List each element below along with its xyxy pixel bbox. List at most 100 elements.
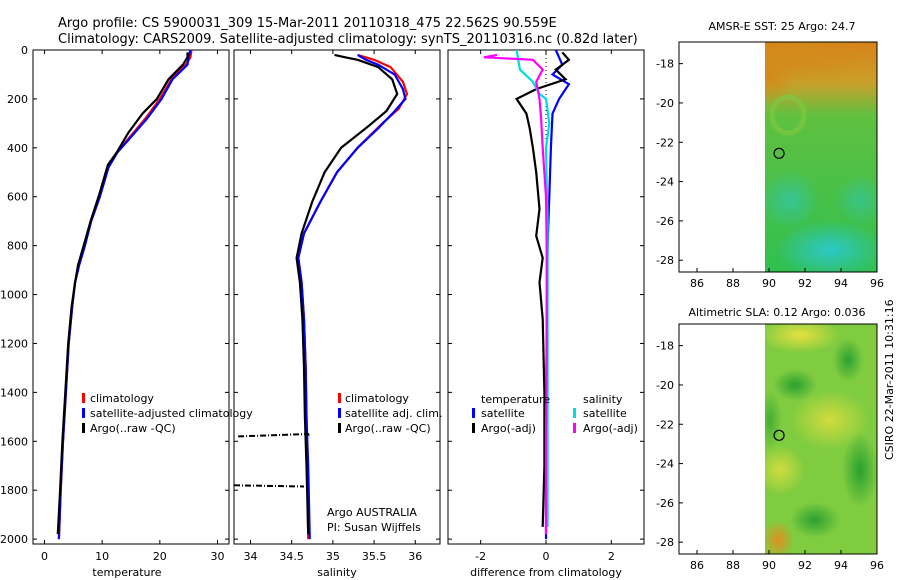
map-x-tick-label: 88 — [726, 277, 740, 290]
x-tick-label: 34 — [243, 550, 257, 563]
salinity-plot: 34 34.5 35 35.5 36 — [233, 49, 440, 563]
legend-swatch-sal-argo — [573, 423, 576, 433]
difference-plot: -2 0 2 — [448, 49, 644, 563]
sst-map-title: AMSR-E SST: 25 Argo: 24.7 — [708, 20, 855, 33]
sla-dark-patch — [833, 338, 863, 382]
x-tick-label: 10 — [95, 550, 109, 563]
sla-dark-patch-5 — [765, 390, 782, 450]
difference-legend: temperature salinity satellite Argo(-adj… — [472, 393, 638, 435]
figure-title-line1: Argo profile: CS 5900031_309 15-Mar-2011… — [58, 16, 557, 31]
x-tick-label: 35 — [326, 550, 340, 563]
series-line-argo-qc-flagged-2 — [233, 484, 305, 488]
series-line-satellite-adjusted-climatology — [57, 49, 192, 540]
legend-label-sat-adjusted: satellite-adjusted climatology — [90, 407, 253, 420]
map-y-tick-label: -18 — [656, 58, 674, 71]
salinity-legend: climatology satellite adj. clim. Argo(..… — [338, 392, 442, 435]
legend-label-climatology: climatology — [90, 392, 154, 405]
map-x-tick-label: 92 — [798, 277, 812, 290]
argo-float-marker — [773, 147, 785, 159]
map-x-tick-label: 88 — [726, 559, 740, 572]
map-y-tick-label: -28 — [656, 536, 674, 549]
y-tick-label: 200 — [7, 93, 28, 106]
legend-label-argo: Argo(..raw -QC) — [90, 422, 176, 435]
sla-yellow-patch-3 — [765, 445, 805, 495]
x-tick-label: 0 — [543, 550, 550, 563]
sla-orange-patch — [765, 520, 794, 554]
map-y-tick-label: -24 — [656, 458, 674, 471]
x-tick-label: 30 — [210, 550, 224, 563]
legend-label-climatology: climatology — [345, 392, 409, 405]
series-line-satellite-adj-clim — [297, 53, 407, 540]
map-y-tick-label: -28 — [656, 254, 674, 267]
x-tick-label: 20 — [153, 550, 167, 563]
y-tick-label: 1400 — [0, 386, 28, 399]
timestamp-side-label: CSIRO 22-Mar-2011 10:31:16 — [883, 299, 896, 460]
x-tick-label: 35.5 — [362, 550, 387, 563]
legend-label-sal-argo: Argo(-adj) — [583, 422, 638, 435]
series-line-argo-raw-qc — [56, 52, 189, 535]
y-tick-label: 600 — [7, 191, 28, 204]
sst-eddy-ring — [769, 94, 807, 136]
x-tick-label: 34.5 — [279, 550, 304, 563]
sla-yellow-patch-2 — [790, 390, 870, 450]
legend-swatch-climatology — [82, 393, 85, 403]
salinity-axes — [233, 49, 441, 545]
map-y-tick-label: -26 — [656, 497, 674, 510]
sst-cool-patch-2 — [765, 170, 820, 230]
map-y-tick-label: -22 — [656, 418, 674, 431]
legend-label-temp-satellite: satellite — [481, 407, 525, 420]
sla-dark-patch-2 — [773, 369, 817, 401]
argo-float-marker — [773, 429, 785, 441]
x-tick-label: 0 — [41, 550, 48, 563]
y-tick-label: 1800 — [0, 484, 28, 497]
y-tick-label: 400 — [7, 142, 28, 155]
argo-pi-annotation: PI: Susan Wijffels — [327, 521, 421, 534]
series-line-salinity-argo-adj — [483, 53, 548, 535]
x-tick-label: 36 — [408, 550, 422, 563]
map-x-tick-label: 94 — [834, 559, 848, 572]
y-tick-label: 2000 — [0, 533, 28, 546]
series-line-argo-qc-flagged — [238, 432, 311, 439]
series-line-climatology — [297, 53, 409, 540]
x-tick-label: 2 — [608, 550, 615, 563]
legend-swatch-sat-adjusted — [82, 408, 85, 418]
map-x-tick-label: 96 — [870, 559, 884, 572]
legend-label-temp-argo: Argo(-adj) — [481, 422, 536, 435]
legend-swatch-sat-adj — [338, 408, 341, 418]
map-y-tick-label: -18 — [656, 340, 674, 353]
sla-dark-patch-3 — [842, 432, 877, 508]
map-y-tick-label: -20 — [656, 97, 674, 110]
legend-swatch-sal-satellite — [573, 408, 576, 418]
legend-header-salinity: salinity — [583, 393, 623, 406]
argo-country-annotation: Argo AUSTRALIA — [327, 506, 417, 519]
legend-swatch-temp-satellite — [472, 408, 475, 418]
sla-map-field — [765, 324, 877, 554]
legend-label-sat-adj: satellite adj. clim. — [345, 407, 442, 420]
salinity-xlabel: salinity — [317, 566, 357, 579]
sla-map-ticks: 86 88 90 92 94 96 -18 -20 -22 -24 -26 -28 — [656, 340, 884, 572]
series-line-argo-raw-qc — [295, 53, 399, 535]
x-tick-label: -2 — [475, 550, 486, 563]
sst-map-field — [765, 42, 877, 272]
y-tick-label: 800 — [7, 240, 28, 253]
legend-swatch-argo — [338, 423, 341, 433]
legend-swatch-temp-argo — [472, 423, 475, 433]
sla-dark-patch-4 — [790, 502, 840, 538]
difference-xlabel: difference from climatology — [470, 566, 622, 579]
temperature-legend: climatology satellite-adjusted climatolo… — [82, 392, 253, 435]
y-tick-label: 1200 — [0, 337, 28, 350]
sla-yellow-patch — [765, 324, 840, 353]
legend-label-argo: Argo(..raw -QC) — [345, 422, 431, 435]
sst-cool-patch — [775, 220, 877, 272]
map-x-tick-label: 86 — [690, 559, 704, 572]
map-x-tick-label: 86 — [690, 277, 704, 290]
sst-warm-patch-2 — [765, 45, 795, 105]
sla-map-title: Altimetric SLA: 0.12 Argo: 0.036 — [688, 306, 865, 319]
legend-label-sal-satellite: satellite — [583, 407, 627, 420]
temperature-axes — [32, 49, 230, 545]
map-x-tick-label: 92 — [798, 559, 812, 572]
map-y-tick-label: -20 — [656, 379, 674, 392]
sla-map-axes — [678, 323, 878, 555]
y-tick-label: 1600 — [0, 435, 28, 448]
series-line-salinity-satellite — [515, 49, 551, 527]
